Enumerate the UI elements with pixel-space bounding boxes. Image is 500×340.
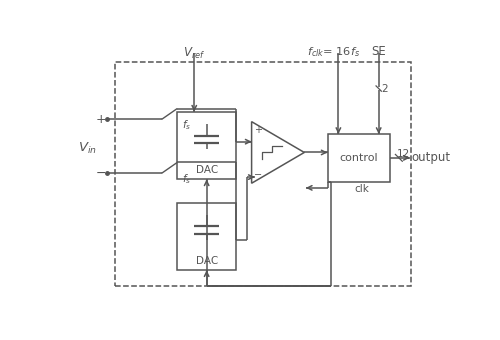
- Text: $V_{ref}$: $V_{ref}$: [183, 46, 206, 61]
- Text: −: −: [254, 170, 262, 180]
- Text: $f_s$: $f_s$: [182, 118, 191, 132]
- Text: DAC: DAC: [196, 165, 218, 175]
- Text: −: −: [96, 167, 106, 180]
- Text: $f_s$: $f_s$: [182, 172, 191, 186]
- Text: 12: 12: [398, 149, 410, 159]
- Text: $f_{clk}$= 16$f_s$: $f_{clk}$= 16$f_s$: [307, 46, 360, 59]
- Text: clk: clk: [354, 184, 369, 194]
- Text: +: +: [96, 113, 106, 126]
- Text: output: output: [411, 151, 451, 164]
- Text: $V_{in}$: $V_{in}$: [78, 141, 97, 156]
- Text: control: control: [339, 153, 378, 163]
- Text: SE: SE: [372, 46, 386, 58]
- Text: DAC: DAC: [196, 256, 218, 266]
- Text: +: +: [254, 125, 262, 135]
- Text: 2: 2: [381, 84, 388, 94]
